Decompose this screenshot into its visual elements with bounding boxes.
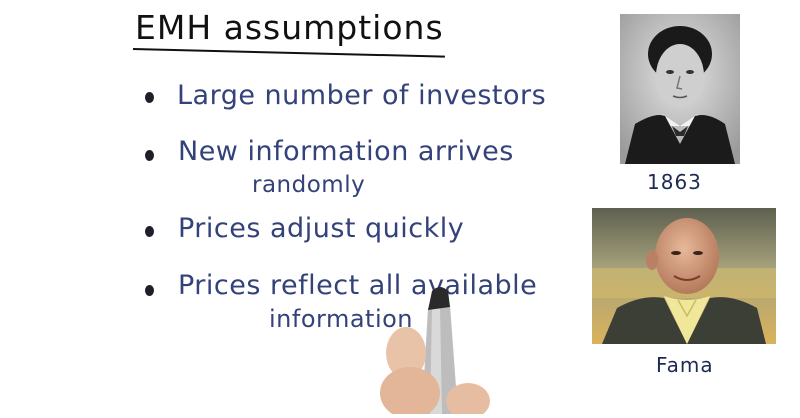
portrait-2-caption: Fama: [656, 353, 714, 377]
bullet-3-text: Prices adjust quickly: [178, 213, 465, 244]
bullet-dot: [145, 226, 154, 237]
slide-title: EMH assumptions: [135, 8, 444, 47]
bullet-dot: [145, 150, 154, 161]
bullet-2-text: New information arrives: [178, 136, 514, 167]
bullet-2-text-cont: randomly: [252, 172, 366, 198]
bullet-4-text: Prices reflect all available: [178, 270, 538, 301]
bullet-dot: [145, 285, 154, 296]
bullet-4-text-cont: information: [269, 305, 414, 333]
historic-portrait-photo: [620, 14, 740, 164]
title-underline: [132, 48, 445, 58]
bullet-dot: [145, 92, 154, 103]
hand-with-marker: [380, 283, 500, 418]
bullet-1-text: Large number of investors: [177, 80, 547, 111]
fama-portrait-photo: [592, 208, 776, 344]
portrait-1-caption: 1863: [647, 170, 702, 194]
